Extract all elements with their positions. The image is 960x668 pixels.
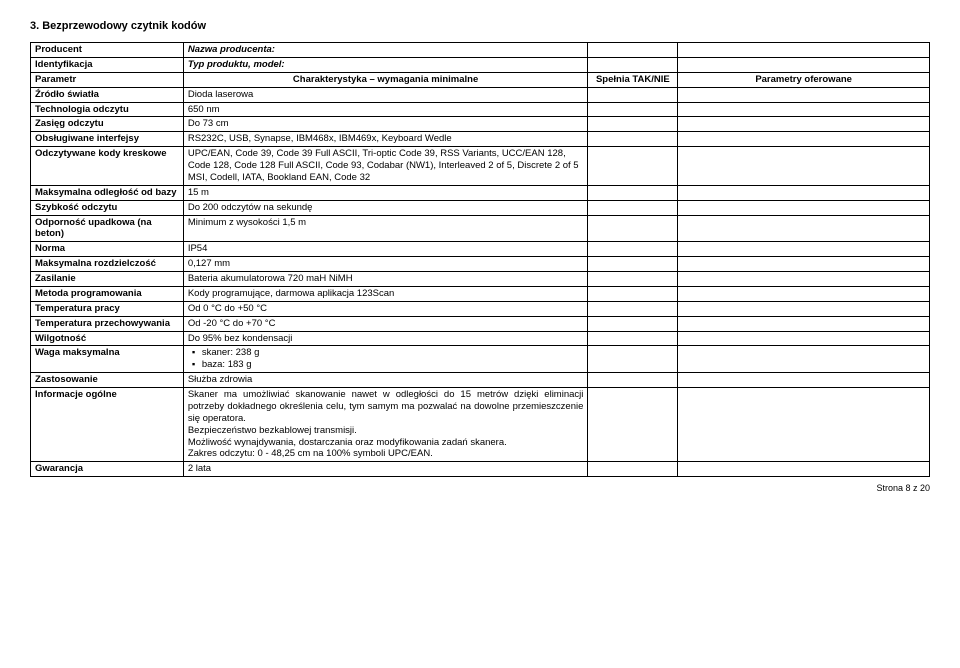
- tak-cell: [588, 346, 678, 373]
- param-label: Temperatura pracy: [31, 301, 184, 316]
- param-label: Maksymalna odległość od bazy: [31, 185, 184, 200]
- ofer-cell: [678, 102, 930, 117]
- ofer-cell: [678, 462, 930, 477]
- param-value: Typ produktu, model:: [183, 57, 588, 72]
- param-value: Nazwa producenta:: [183, 43, 588, 58]
- param-value: Minimum z wysokości 1,5 m: [183, 215, 588, 242]
- param-label: Gwarancja: [31, 462, 184, 477]
- header-param: Parametr: [31, 72, 184, 87]
- tak-cell: [588, 215, 678, 242]
- param-label: Zasilanie: [31, 272, 184, 287]
- param-label: Zastosowanie: [31, 373, 184, 388]
- param-value: Od -20 °C do +70 °C: [183, 316, 588, 331]
- spec-table: ProducentNazwa producenta:IdentyfikacjaT…: [30, 42, 930, 477]
- header-ofer: Parametry oferowane: [678, 72, 930, 87]
- tak-cell: [588, 316, 678, 331]
- param-label: Obsługiwane interfejsy: [31, 132, 184, 147]
- param-value: UPC/EAN, Code 39, Code 39 Full ASCII, Tr…: [183, 147, 588, 186]
- tak-cell: [588, 102, 678, 117]
- param-label: Wilgotność: [31, 331, 184, 346]
- param-value: Dioda laserowa: [183, 87, 588, 102]
- param-label: Norma: [31, 242, 184, 257]
- param-value: IP54: [183, 242, 588, 257]
- ofer-cell: [678, 57, 930, 72]
- param-value: Służba zdrowia: [183, 373, 588, 388]
- param-label: Temperatura przechowywania: [31, 316, 184, 331]
- param-label: Waga maksymalna: [31, 346, 184, 373]
- param-value: Do 200 odczytów na sekundę: [183, 200, 588, 215]
- header-char: Charakterystyka – wymagania minimalne: [183, 72, 588, 87]
- ofer-cell: [678, 331, 930, 346]
- param-value: skaner: 238 gbaza: 183 g: [183, 346, 588, 373]
- param-label: Technologia odczytu: [31, 102, 184, 117]
- ofer-cell: [678, 373, 930, 388]
- ofer-cell: [678, 242, 930, 257]
- section-title: 3. Bezprzewodowy czytnik kodów: [30, 20, 930, 32]
- tak-cell: [588, 117, 678, 132]
- tak-cell: [588, 57, 678, 72]
- param-label: Informacje ogólne: [31, 388, 184, 462]
- param-label: Zasięg odczytu: [31, 117, 184, 132]
- param-value: Do 95% bez kondensacji: [183, 331, 588, 346]
- ofer-cell: [678, 301, 930, 316]
- param-value: RS232C, USB, Synapse, IBM468x, IBM469x, …: [183, 132, 588, 147]
- ofer-cell: [678, 87, 930, 102]
- param-label: Źródło światła: [31, 87, 184, 102]
- param-label: Metoda programowania: [31, 286, 184, 301]
- param-value: Bateria akumulatorowa 720 maH NiMH: [183, 272, 588, 287]
- header-tak: Spełnia TAK/NIE: [588, 72, 678, 87]
- param-value: Do 73 cm: [183, 117, 588, 132]
- tak-cell: [588, 147, 678, 186]
- ofer-cell: [678, 43, 930, 58]
- ofer-cell: [678, 185, 930, 200]
- param-value: Kody programujące, darmowa aplikacja 123…: [183, 286, 588, 301]
- ofer-cell: [678, 117, 930, 132]
- tak-cell: [588, 462, 678, 477]
- tak-cell: [588, 132, 678, 147]
- param-label: Maksymalna rozdzielczość: [31, 257, 184, 272]
- tak-cell: [588, 87, 678, 102]
- tak-cell: [588, 257, 678, 272]
- ofer-cell: [678, 272, 930, 287]
- ofer-cell: [678, 132, 930, 147]
- ofer-cell: [678, 147, 930, 186]
- param-label: Identyfikacja: [31, 57, 184, 72]
- param-label: Szybkość odczytu: [31, 200, 184, 215]
- ofer-cell: [678, 215, 930, 242]
- ofer-cell: [678, 257, 930, 272]
- param-value: 2 lata: [183, 462, 588, 477]
- param-label: Producent: [31, 43, 184, 58]
- ofer-cell: [678, 200, 930, 215]
- tak-cell: [588, 301, 678, 316]
- ofer-cell: [678, 286, 930, 301]
- tak-cell: [588, 43, 678, 58]
- param-value: Od 0 °C do +50 °C: [183, 301, 588, 316]
- tak-cell: [588, 185, 678, 200]
- tak-cell: [588, 373, 678, 388]
- param-value: 0,127 mm: [183, 257, 588, 272]
- tak-cell: [588, 242, 678, 257]
- page-footer: Strona 8 z 20: [30, 483, 930, 493]
- param-label: Odczytywane kody kreskowe: [31, 147, 184, 186]
- param-value: Skaner ma umożliwiać skanowanie nawet w …: [183, 388, 588, 462]
- tak-cell: [588, 272, 678, 287]
- param-value: 650 nm: [183, 102, 588, 117]
- ofer-cell: [678, 316, 930, 331]
- tak-cell: [588, 331, 678, 346]
- param-value: 15 m: [183, 185, 588, 200]
- ofer-cell: [678, 388, 930, 462]
- tak-cell: [588, 388, 678, 462]
- param-label: Odporność upadkowa (na beton): [31, 215, 184, 242]
- tak-cell: [588, 286, 678, 301]
- tak-cell: [588, 200, 678, 215]
- ofer-cell: [678, 346, 930, 373]
